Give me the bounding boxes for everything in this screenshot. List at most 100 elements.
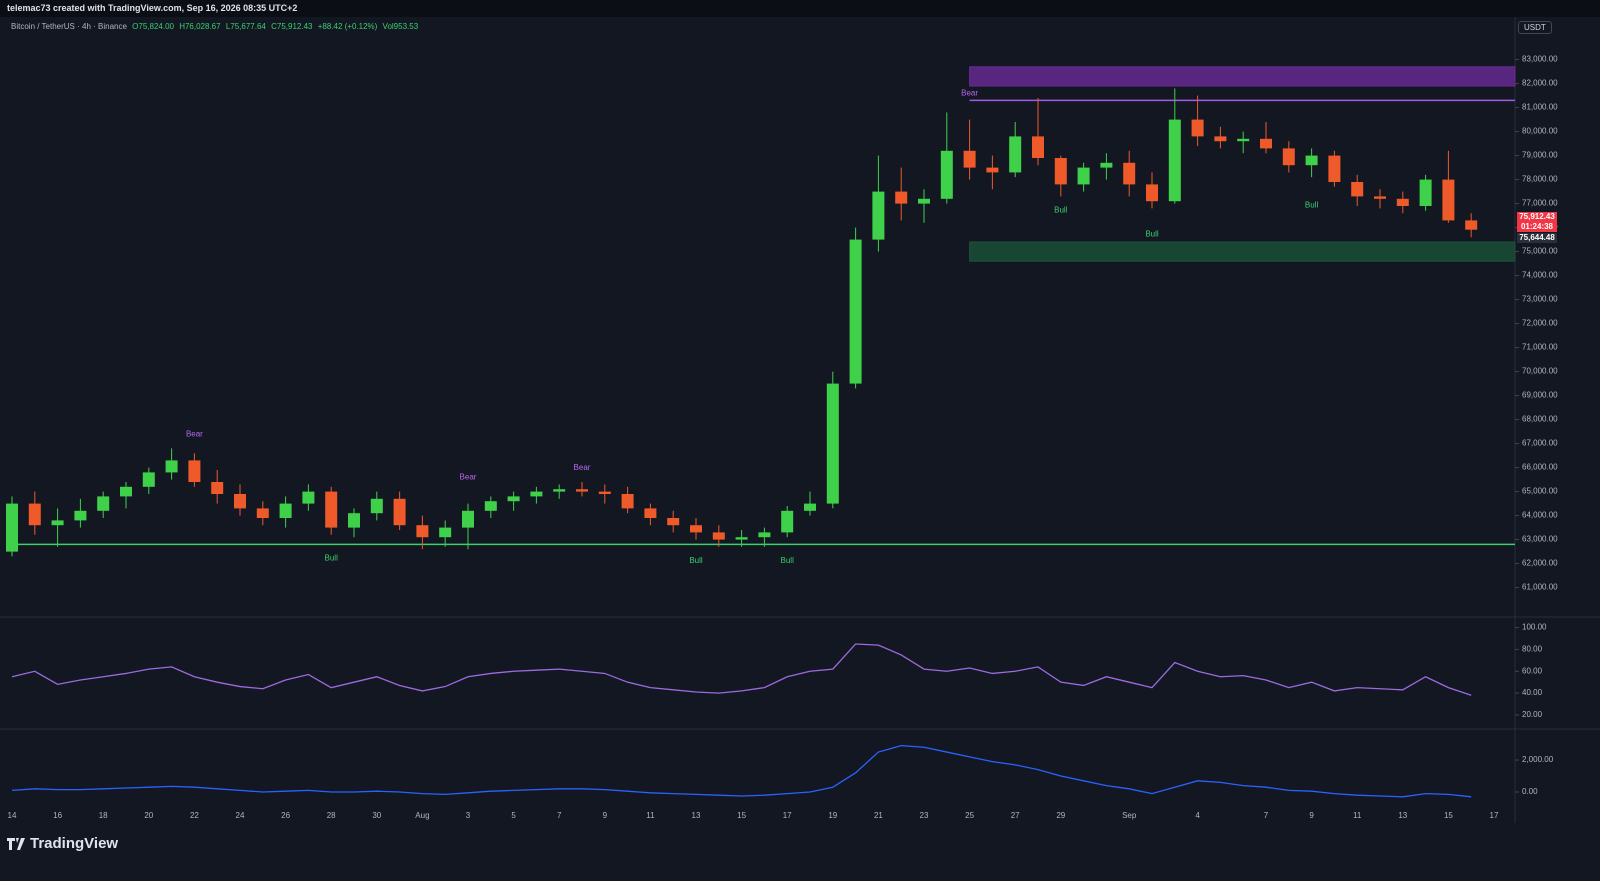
y-tick-label: 67,000.00 <box>1522 439 1558 448</box>
ohlc-low: L75,677.64 <box>225 22 266 31</box>
candle-body <box>51 520 64 526</box>
y-tick-label: 72,000.00 <box>1522 319 1558 328</box>
candle-body <box>1123 162 1136 185</box>
candle-body <box>462 510 474 528</box>
candle-body <box>712 532 725 540</box>
signal-label: Bull <box>1305 201 1319 210</box>
candle-body <box>256 508 269 518</box>
author-bar: telemac73 created with TradingView.com, … <box>0 0 1600 17</box>
candle-body <box>735 537 748 540</box>
x-tick-label: Sep <box>1122 811 1137 820</box>
x-tick-label: 3 <box>466 811 471 820</box>
x-tick-label: Aug <box>415 811 429 820</box>
candle-body <box>507 496 520 502</box>
y-tick-label: 2,000.00 <box>1522 755 1554 764</box>
candle-body <box>393 498 406 526</box>
candle-body <box>826 383 839 504</box>
y-tick-label: 78,000.00 <box>1522 175 1558 184</box>
candle-body <box>370 498 383 514</box>
signal-label: Bear <box>460 473 477 482</box>
signal-label: Bear <box>186 430 203 439</box>
x-tick-label: 9 <box>1309 811 1314 820</box>
brand: TradingView <box>30 835 119 852</box>
x-tick-label: 14 <box>8 811 17 820</box>
candle-body <box>576 489 588 492</box>
candle-body <box>1465 220 1478 230</box>
y-tick-label: 82,000.00 <box>1522 79 1558 88</box>
candle-body <box>1351 182 1364 197</box>
candle-body <box>1077 167 1090 185</box>
currency-button[interactable]: USDT <box>1518 21 1552 34</box>
signal-label: Bull <box>689 556 703 565</box>
signal-label: Bull <box>781 556 795 565</box>
candle-body <box>1328 155 1341 182</box>
x-tick-label: 27 <box>1011 811 1020 820</box>
y-tick-label: 66,000.00 <box>1522 463 1558 472</box>
signal-label: Bear <box>961 89 978 98</box>
y-tick-label: 65,000.00 <box>1522 487 1558 496</box>
candle-body <box>1260 138 1272 149</box>
signal-label: Bull <box>1054 206 1068 215</box>
candle-body <box>644 508 657 518</box>
symbol-line: Bitcoin / TetherUS · 4h · Binance O75,82… <box>11 22 421 31</box>
candle-body <box>279 503 292 518</box>
zone <box>969 66 1516 87</box>
y-tick-label: 100.00 <box>1522 623 1547 632</box>
candle-body <box>872 191 885 240</box>
x-tick-label: 26 <box>281 811 290 820</box>
candle-body <box>74 510 87 521</box>
x-tick-label: 17 <box>1490 811 1499 820</box>
y-tick-label: 74,000.00 <box>1522 271 1558 280</box>
candle-body <box>986 167 999 173</box>
volume: Vol953.53 <box>382 22 419 31</box>
x-tick-label: 23 <box>920 811 929 820</box>
candle-body <box>234 494 246 509</box>
candle-body <box>484 501 497 511</box>
y-tick-label: 69,000.00 <box>1522 391 1558 400</box>
candle-body <box>895 191 908 204</box>
y-tick-label: 62,000.00 <box>1522 559 1558 568</box>
indicator-line <box>11 643 1472 696</box>
indicator-line <box>11 745 1472 798</box>
candle-body <box>1100 162 1113 168</box>
y-tick-label: 81,000.00 <box>1522 103 1558 112</box>
candle-body <box>598 491 611 494</box>
candle-body <box>758 532 771 538</box>
countdown: 01:24:38 <box>1517 222 1557 232</box>
candle-body <box>97 496 110 511</box>
candle-body <box>963 150 976 168</box>
candle-body <box>142 472 155 487</box>
candle-body <box>940 150 953 199</box>
candle-body <box>781 510 794 533</box>
candle-body <box>530 491 543 497</box>
candle-body <box>1374 196 1386 199</box>
x-tick-label: 4 <box>1195 811 1200 820</box>
y-tick-label: 40.00 <box>1522 688 1543 697</box>
candle-body <box>1237 138 1250 142</box>
x-tick-label: 13 <box>692 811 701 820</box>
candle-body <box>1305 155 1318 166</box>
x-tick-label: 17 <box>783 811 792 820</box>
candle-body <box>1168 119 1181 202</box>
x-tick-label: 20 <box>144 811 153 820</box>
y-tick-label: 20.00 <box>1522 710 1543 719</box>
candle-body <box>1032 136 1044 158</box>
ohlc-close: C75,912.43 <box>271 22 313 31</box>
y-tick-label: 0.00 <box>1522 787 1538 796</box>
candle-body <box>621 494 634 509</box>
y-tick-label: 73,000.00 <box>1522 295 1558 304</box>
y-tick-label: 63,000.00 <box>1522 535 1558 544</box>
ohlc-high: H76,028.67 <box>179 22 221 31</box>
x-tick-label: 29 <box>1056 811 1065 820</box>
y-tick-label: 64,000.00 <box>1522 511 1558 520</box>
x-tick-label: 7 <box>557 811 562 820</box>
footer <box>0 823 1600 881</box>
x-tick-label: 21 <box>874 811 883 820</box>
candle-body <box>439 527 452 538</box>
x-tick-label: 18 <box>99 811 108 820</box>
candle-body <box>1009 136 1022 173</box>
candle-body <box>1054 158 1067 185</box>
candle-body <box>690 525 702 533</box>
price-marker: 75,644.48 <box>1517 233 1557 243</box>
